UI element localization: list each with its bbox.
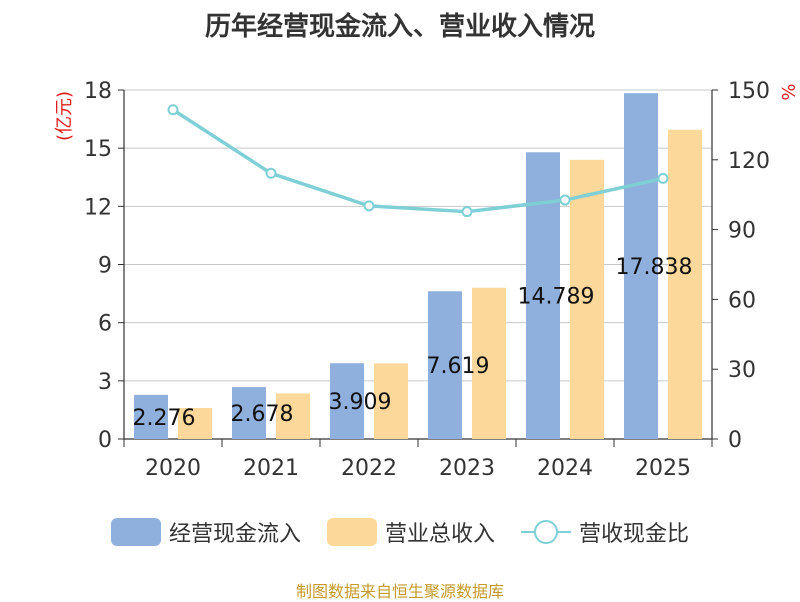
y-left-tick-label: 9 — [98, 254, 112, 279]
y-left-tick-label: 6 — [98, 312, 112, 337]
bar-revenue — [276, 393, 310, 439]
y-left-tick-label: 12 — [84, 195, 112, 220]
legend-label-ratio: 营收现金比 — [579, 522, 690, 547]
point-ratio — [265, 167, 277, 179]
data-label-cash-inflow: 2.678 — [231, 402, 294, 427]
point-ratio — [461, 206, 473, 218]
y-left-tick-label: 3 — [98, 370, 112, 395]
bar-cash-inflow — [428, 291, 462, 439]
legend-label-cash-inflow: 经营现金流入 — [168, 522, 301, 547]
y-right-tick-label: 30 — [728, 358, 756, 383]
bar-cash-inflow — [330, 363, 364, 439]
y-left-axis-title: (亿元) — [54, 91, 75, 141]
x-tick-label: 2020 — [145, 456, 201, 481]
data-label-cash-inflow: 2.276 — [133, 406, 196, 431]
x-tick-label: 2023 — [439, 456, 495, 481]
data-label-cash-inflow: 7.619 — [427, 354, 490, 379]
y-left-tick-label: 15 — [84, 137, 112, 162]
y-right-tick-label: 0 — [728, 428, 742, 453]
y-left-tick-label: 18 — [84, 79, 112, 104]
legend-swatch-revenue — [326, 518, 377, 546]
y-left-tick-label: 0 — [98, 428, 112, 453]
y-right-tick-label: 150 — [728, 79, 770, 104]
legend-swatch-ratio — [521, 518, 571, 546]
source-note: 制图数据来自恒生聚源数据库 — [295, 582, 504, 601]
data-label-cash-inflow: 3.909 — [329, 390, 392, 415]
bar-revenue — [374, 363, 408, 439]
bar-revenue — [472, 287, 506, 439]
point-ratio — [167, 104, 179, 116]
x-tick-label: 2024 — [537, 456, 593, 481]
bar-cash-inflow — [624, 93, 658, 440]
y-right-tick-label: 120 — [728, 149, 770, 174]
bar-cash-inflow — [232, 387, 266, 439]
point-ratio — [363, 200, 375, 212]
y-right-axis-title: % — [777, 83, 798, 100]
bar-revenue — [178, 407, 212, 439]
y-right-tick-label: 60 — [728, 288, 756, 313]
legend-swatch-cash-inflow — [110, 518, 161, 546]
x-tick-label: 2025 — [635, 456, 691, 481]
data-label-cash-inflow: 14.789 — [518, 285, 595, 310]
line-ratio — [172, 108, 664, 214]
bar-revenue — [668, 129, 702, 439]
legend: 经营现金流入 营业总收入 营收现金比 — [0, 516, 800, 548]
x-tick-label: 2022 — [341, 456, 397, 481]
chart-title: 历年经营现金流入、营业收入情况 — [204, 12, 595, 42]
data-label-cash-inflow: 17.838 — [616, 255, 693, 280]
bar-revenue — [570, 159, 604, 440]
legend-label-revenue: 营业总收入 — [384, 522, 495, 547]
legend-item-ratio[interactable]: 营收现金比 — [521, 516, 689, 548]
point-ratio — [657, 172, 669, 184]
legend-item-cash-inflow[interactable]: 经营现金流入 — [110, 516, 301, 548]
legend-item-revenue[interactable]: 营业总收入 — [326, 516, 495, 548]
point-ratio — [559, 194, 571, 206]
y-right-tick-label: 90 — [728, 219, 756, 244]
x-tick-label: 2021 — [243, 456, 299, 481]
bar-cash-inflow — [134, 394, 168, 439]
